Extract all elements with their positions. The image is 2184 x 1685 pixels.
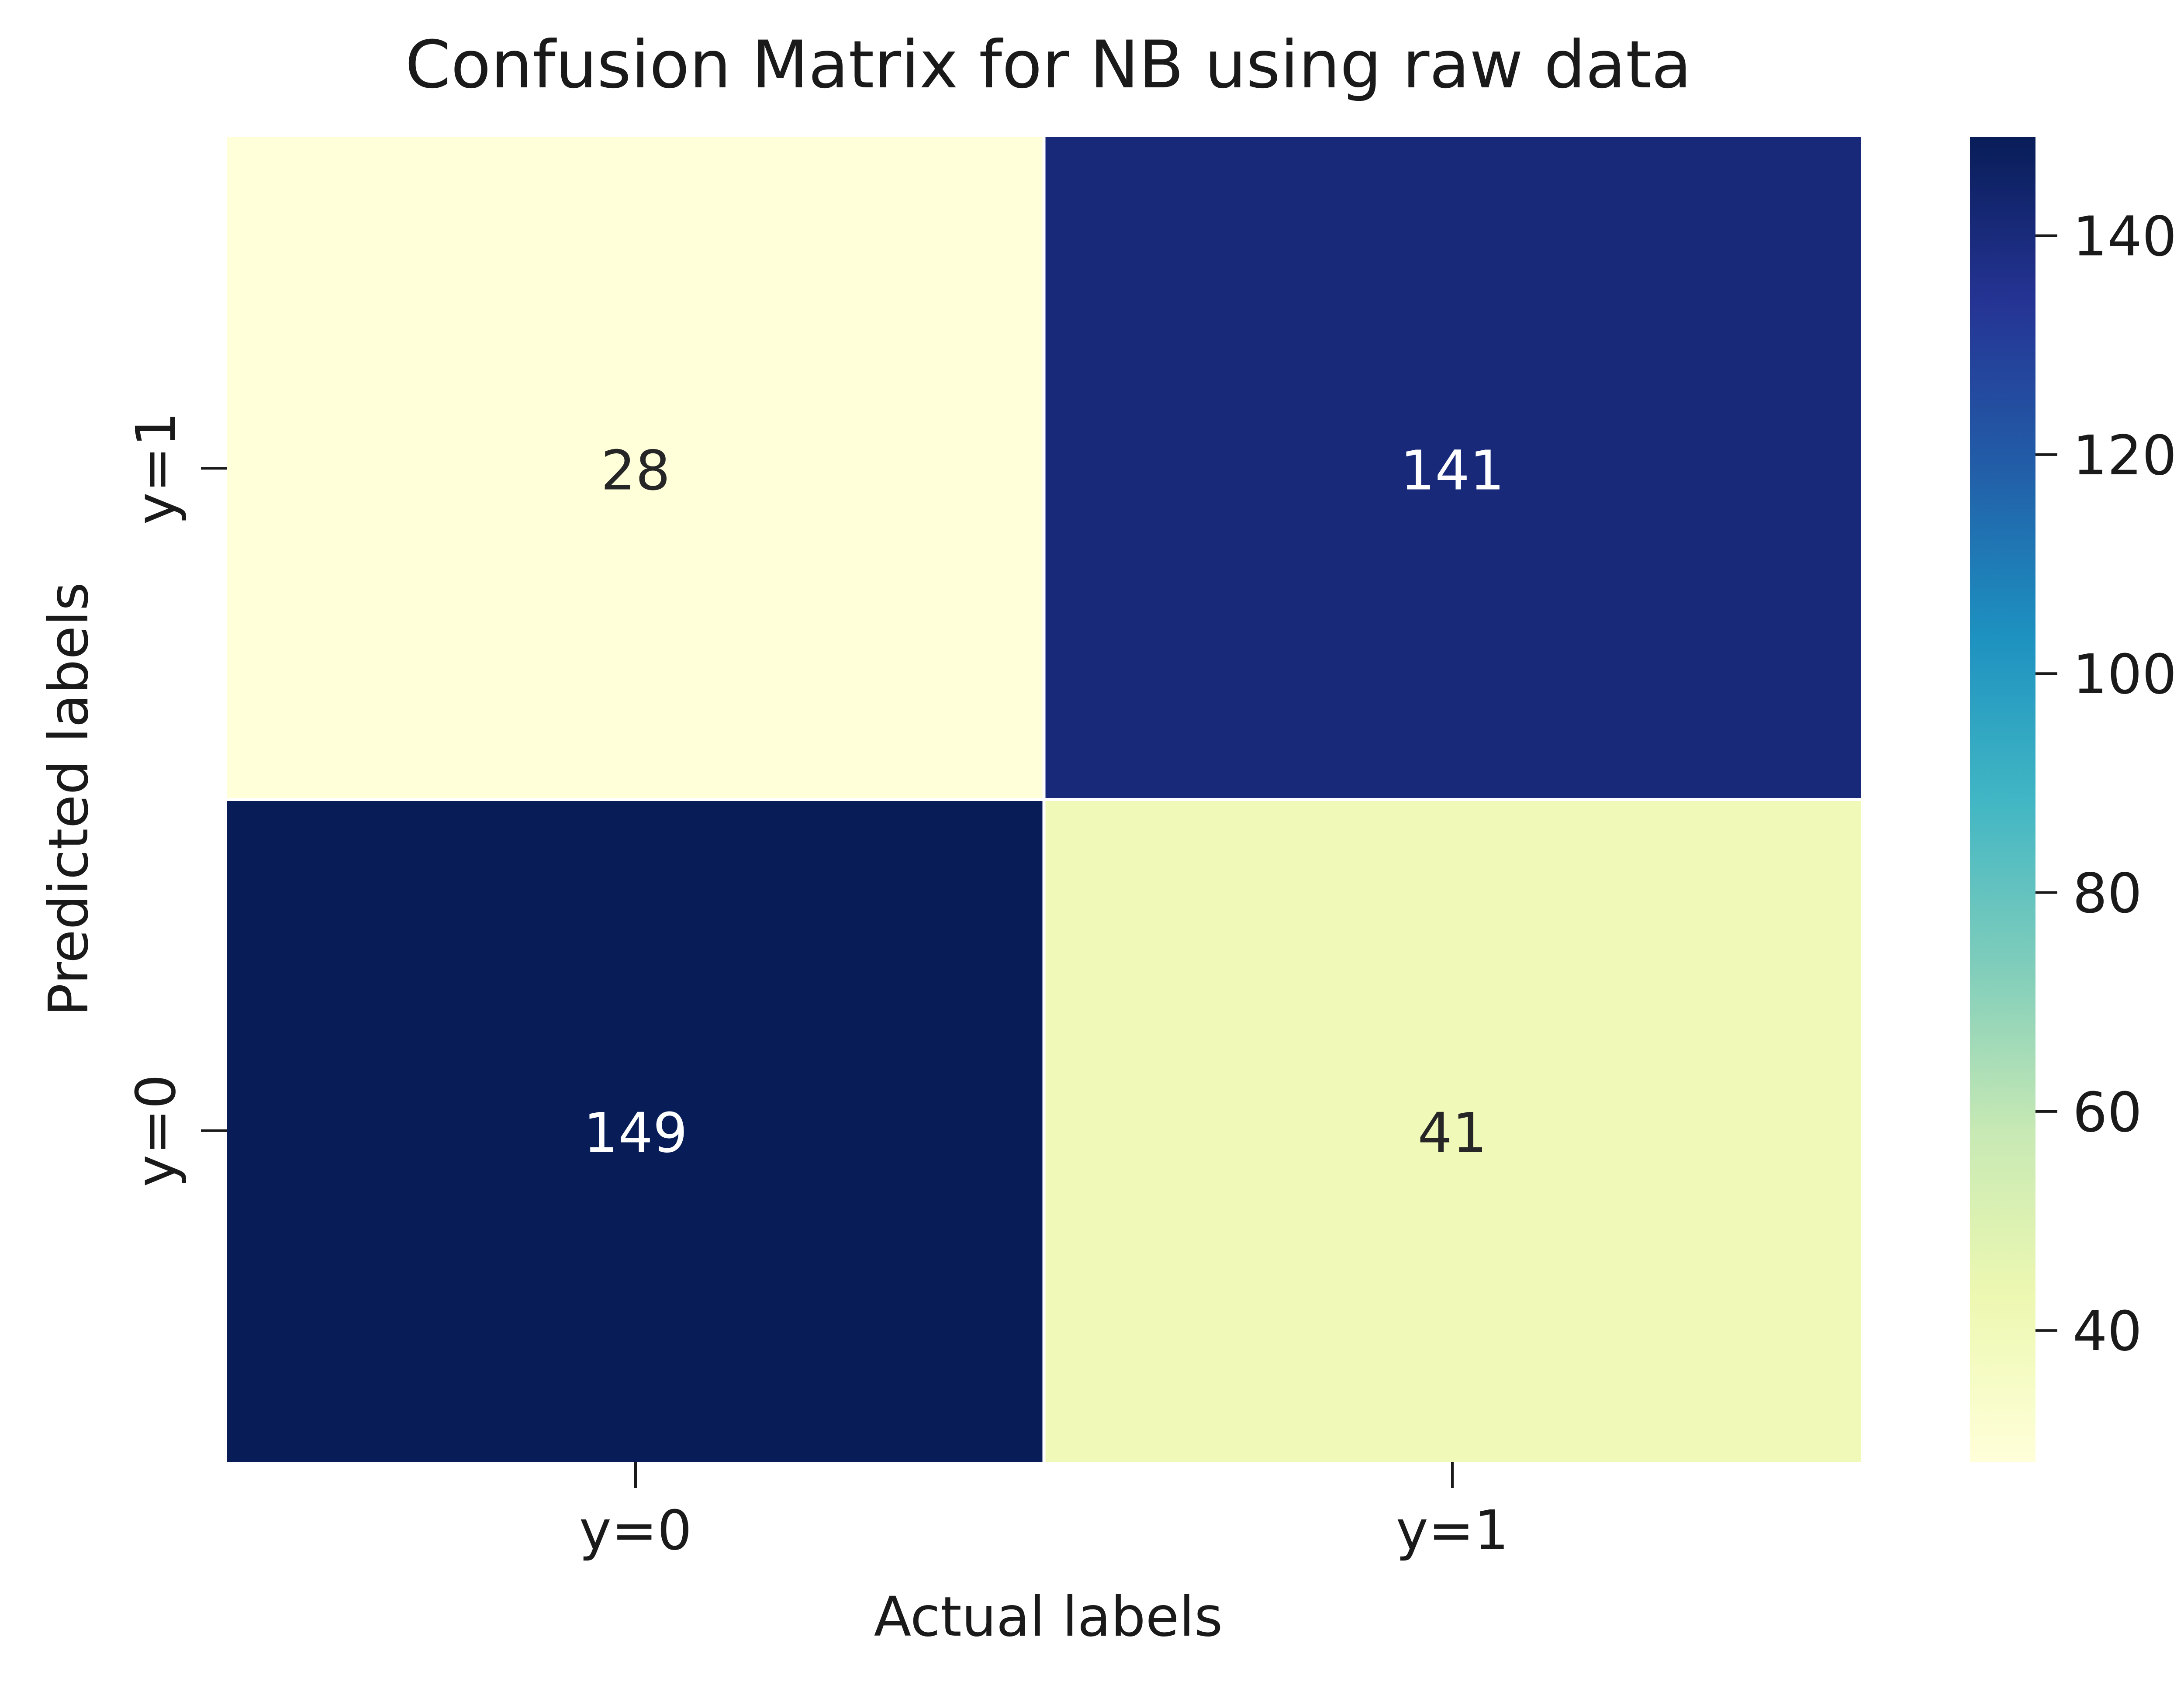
x-axis-label: Actual labels [874,1585,1223,1649]
colorbar: 40 60 80 100 120 140 [1970,137,2177,1462]
colorbar-tick-label: 40 [2073,1300,2142,1363]
cell-value-labels: 28 141 149 41 [584,439,1505,1165]
cell-value-label: 149 [584,1101,688,1165]
cell-value-label: 141 [1400,439,1505,502]
colorbar-tick-label: 120 [2073,424,2177,487]
cell-value-label: 41 [1417,1101,1487,1165]
heatmap-cells [227,137,1861,1462]
x-tick-label: y=0 [579,1499,692,1562]
heatmap-cell-r1-c0 [227,801,1043,1462]
chart-title: Confusion Matrix for NB using raw data [405,27,1691,103]
colorbar-gradient [1970,137,2035,1462]
heatmap-cell-r0-c1 [1045,137,1861,798]
y-tick-label: y=1 [124,412,188,525]
y-tick-label: y=0 [124,1074,188,1187]
x-tick-label: y=1 [1396,1499,1509,1562]
colorbar-tick-label: 140 [2073,205,2177,269]
colorbar-ticks: 40 60 80 100 120 140 [2035,205,2177,1363]
colorbar-tick-label: 100 [2073,643,2177,706]
cell-value-label: 28 [601,439,670,502]
heatmap-cell-r0-c0 [227,137,1043,798]
x-axis: y=0 y=1 [579,1462,1509,1562]
y-axis: y=1 y=0 [124,412,227,1187]
colorbar-tick-label: 60 [2073,1081,2142,1144]
heatmap-cell-r1-c1 [1045,801,1861,1462]
y-axis-label: Predicted labels [37,582,100,1016]
colorbar-tick-label: 80 [2073,862,2142,925]
